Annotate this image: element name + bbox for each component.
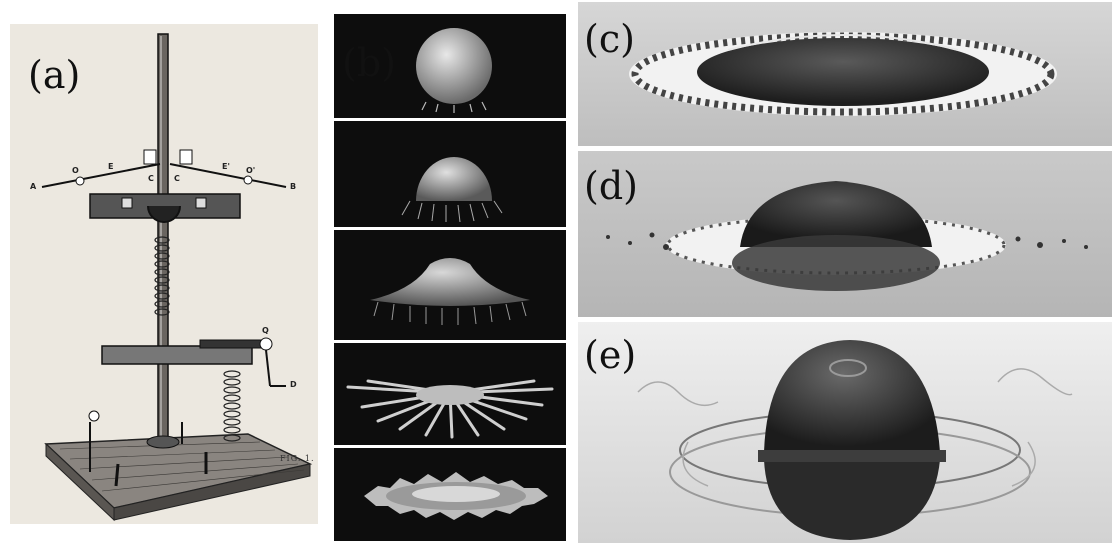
panel-b-stage-1: (b) [334, 14, 566, 118]
panel-e-photo-splash-crown: (e) [578, 322, 1112, 543]
apparatus-illustration [41, 33, 313, 522]
panel-c-photo-splash-corona: (c) [578, 2, 1112, 146]
panel-b-stage-4 [334, 343, 566, 445]
mark-q: Q [262, 326, 269, 335]
panel-a-label: (a) [28, 53, 81, 97]
mark-a: A [30, 182, 37, 191]
mark-d: D [290, 380, 297, 389]
figure-caption: FIG. 1. [280, 454, 315, 463]
mark-e: E [108, 162, 114, 171]
panel-a-apparatus-engraving: (a) FIG. 1. A B C C D E E' O O' Q [10, 24, 318, 524]
mark-e-prime: E' [222, 162, 230, 171]
panel-c-label: (c) [584, 17, 635, 61]
mark-c2: C [174, 174, 180, 183]
panel-e-label: (e) [584, 333, 637, 377]
mark-o-prime: O' [246, 166, 256, 175]
mark-o: O [72, 166, 79, 175]
panel-b-label: (b) [342, 41, 396, 85]
panel-b-splash-drawings: (b) [334, 14, 566, 541]
panel-b-stage-5 [334, 448, 566, 541]
panel-d-label: (d) [584, 164, 638, 208]
panel-b-stage-2 [334, 121, 566, 227]
mark-b: B [290, 182, 297, 191]
panel-d-photo-splash-droplets: (d) [578, 151, 1112, 317]
mark-c: C [148, 174, 154, 183]
panel-b-stage-3 [334, 230, 566, 340]
